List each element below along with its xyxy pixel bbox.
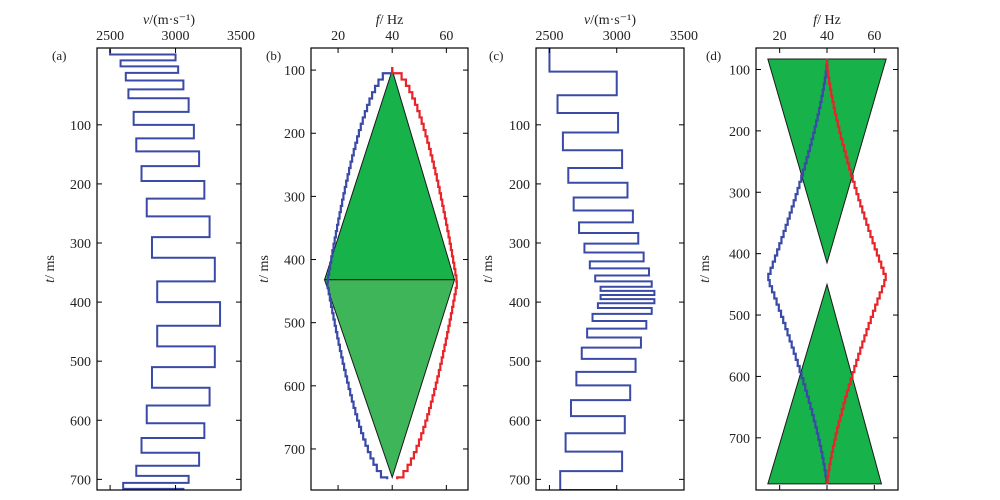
y-tick-label: 600 [70,414,91,429]
x-tick-label: 3500 [670,29,698,44]
panel-c: 2500 3000 3500 100 200 300 400 500 600 700 v/(m·s⁻… [481,13,698,491]
y-tick-label: 100 [284,64,305,79]
x-tick-label: 20 [331,29,345,44]
x-tick-label: 60 [867,29,881,44]
y-tick-label: 600 [729,370,750,385]
y-tick-label: 400 [729,248,750,263]
y-axis-title: t/ ms [257,255,272,283]
panel-a: 2500 3000 3500 100 200 300 400 500 600 700 v/(m·s⁻… [43,13,255,491]
high-frequency-envelope [391,66,458,480]
y-axis-title: t/ ms [698,255,713,283]
y-tick-label: 700 [70,473,91,488]
low-frequency-envelope [326,66,394,480]
x-axis-title: v/(m·s⁻¹) [584,13,636,28]
y-tick-label: 300 [284,190,305,205]
y-tick-label: 700 [509,473,530,488]
y-tick-label: 500 [70,355,91,370]
y-tick-label: 500 [509,355,530,370]
velocity-step-line [548,48,656,490]
y-tick-label: 200 [284,127,305,142]
panel-letter: (d) [706,48,721,63]
x-axis-title: f/ Hz [813,13,841,28]
y-tick-label: 700 [284,443,305,458]
plot-area [548,48,656,490]
panel-d: 20 40 60 100 200 300 400 500 600 700 f/ Hz t/ ms (d) [698,13,899,491]
y-tick-label: 600 [509,414,530,429]
panel-letter: (a) [52,48,66,63]
x-tick-label: 2500 [535,29,563,44]
velocity-step-line [109,49,222,490]
plot-area [323,66,458,480]
x-tick-label: 60 [439,29,453,44]
low-frequency-envelope [767,59,829,484]
axes-frame [310,47,469,491]
y-tick-label: 700 [729,432,750,447]
high-frequency-envelope [825,59,887,484]
y-tick-label: 500 [729,309,750,324]
x-tick-label: 3500 [227,29,255,44]
bottom-triangle [767,282,883,485]
y-tick-label: 600 [284,380,305,395]
top-triangle [767,58,887,265]
x-tick-label: 40 [385,29,399,44]
y-tick-label: 300 [509,237,530,252]
x-tick-label: 40 [820,29,834,44]
y-tick-label: 200 [729,125,750,140]
y-tick-label: 400 [284,254,305,269]
y-tick-label: 300 [70,237,91,252]
y-tick-label: 100 [509,119,530,134]
panel-letter: (b) [266,48,281,63]
y-tick-label: 300 [729,186,750,201]
bottom-triangle [323,279,456,479]
y-tick-label: 400 [509,296,530,311]
x-tick-label: 3000 [162,29,190,44]
panel-letter: (c) [489,48,503,63]
axes-frame [96,47,242,491]
x-axis-title: v/(m·s⁻¹) [143,13,195,28]
plot-area [109,49,222,490]
y-tick-label: 500 [284,317,305,332]
y-tick-label: 100 [70,119,91,134]
x-tick-label: 20 [773,29,787,44]
panel-b: 20 40 60 100 200 300 400 500 600 700 f/ Hz t/ ms (b) [257,13,469,491]
y-tick-label: 400 [70,296,91,311]
y-axis-title: t/ ms [481,255,496,283]
y-tick-label: 100 [729,63,750,78]
plot-area [767,58,887,485]
x-tick-label: 2500 [96,29,124,44]
axes-frame [535,47,685,491]
x-tick-label: 3000 [603,29,631,44]
x-axis-title: f/ Hz [376,13,404,28]
y-tick-label: 200 [70,178,91,193]
y-axis-title: t/ ms [43,255,58,283]
y-tick-label: 200 [509,178,530,193]
